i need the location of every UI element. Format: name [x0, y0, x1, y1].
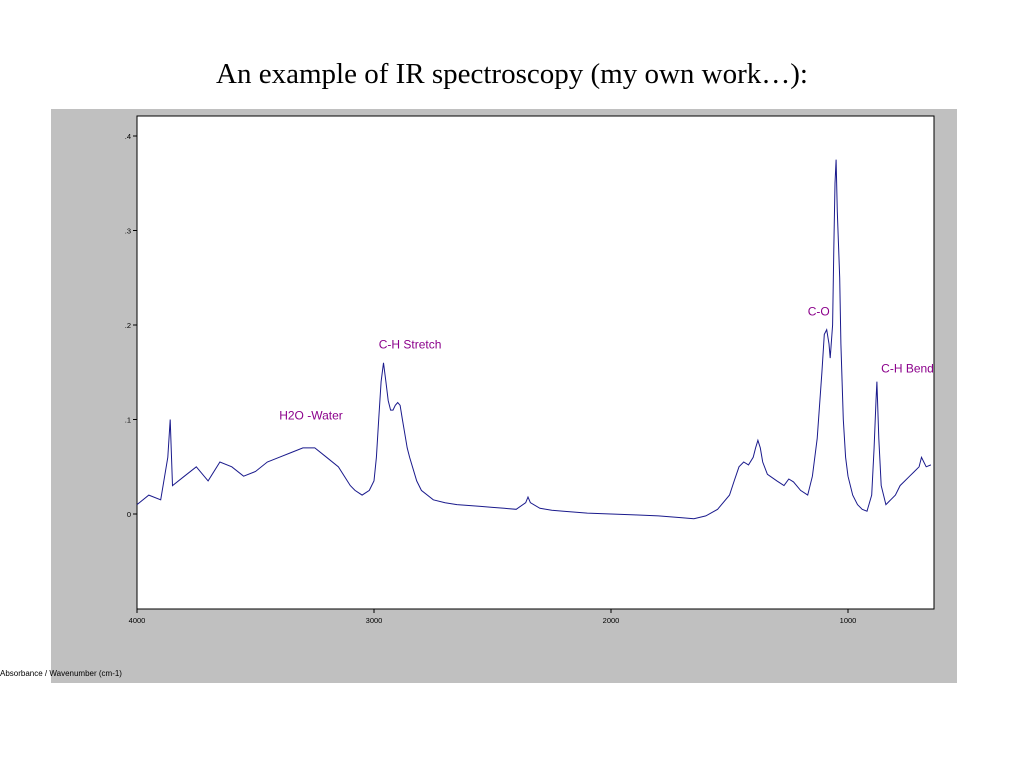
ir-spectrum-chart: 0 .1 .2 .3 .4 4000 3000 2000 1000 H2O -Water C-H … — [125, 115, 935, 625]
peak-annotation: C-O — [808, 305, 830, 319]
peak-annotation: C-H Bend — [881, 361, 934, 375]
plot-area — [136, 115, 935, 610]
x-tick-label: 4000 — [129, 616, 146, 625]
x-axis-label: Absorbance / Wavenumber (cm-1) — [0, 669, 122, 678]
peak-annotation: H2O -Water — [279, 409, 343, 423]
y-tick-label: .1 — [125, 416, 131, 425]
y-tick-label: .4 — [125, 132, 131, 141]
x-tick-label: 1000 — [840, 616, 857, 625]
slide-title: An example of IR spectroscopy (my own wo… — [216, 58, 808, 90]
chart-panel: 0 .1 .2 .3 .4 4000 3000 2000 1000 H2O -Water C-H … — [51, 109, 957, 683]
peak-annotation: C-H Stretch — [379, 338, 442, 352]
y-tick-label: .2 — [125, 321, 131, 330]
y-tick-label: .3 — [125, 227, 131, 236]
x-tick-label: 3000 — [366, 616, 383, 625]
y-tick-label: 0 — [127, 510, 131, 519]
x-tick-label: 2000 — [603, 616, 620, 625]
spectrum-line — [136, 159, 932, 520]
